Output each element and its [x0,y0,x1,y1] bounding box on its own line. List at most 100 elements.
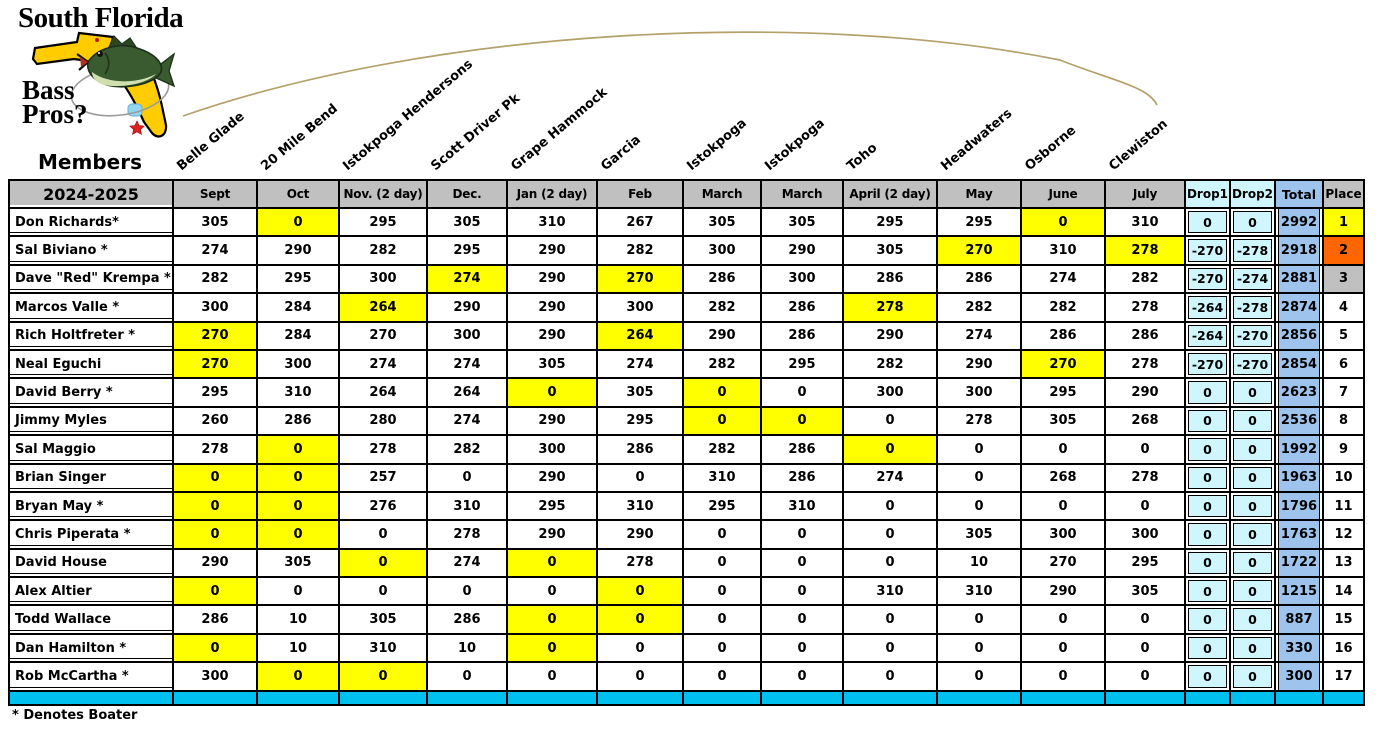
drop2-cell[interactable]: 0 [1231,578,1276,607]
score-cell[interactable]: 0 [598,464,684,493]
score-cell[interactable]: 286 [174,606,258,635]
score-cell[interactable]: 0 [762,379,844,408]
score-cell[interactable]: 0 [1106,436,1186,465]
score-cell[interactable]: 274 [1022,265,1106,295]
score-cell[interactable]: 0 [762,663,844,692]
score-cell[interactable]: 282 [938,294,1022,323]
place-cell[interactable]: 16 [1324,634,1365,664]
member-name-cell[interactable]: Dave "Red" Krempa * [10,265,174,295]
score-cell[interactable]: 0 [340,549,428,579]
score-cell[interactable]: 300 [1022,521,1106,550]
score-cell[interactable]: 274 [174,237,258,266]
member-name-cell[interactable]: Bryan May * [10,492,174,522]
score-cell[interactable]: 310 [844,578,938,607]
member-name-cell[interactable]: David Berry * [10,379,174,408]
header-cell-june-10[interactable]: June [1022,181,1106,209]
score-cell[interactable]: 0 [684,634,762,664]
score-cell[interactable]: 290 [174,549,258,579]
score-cell[interactable]: 310 [598,492,684,522]
score-cell[interactable]: 268 [1022,464,1106,493]
score-cell[interactable]: 0 [174,521,258,550]
place-cell[interactable]: 3 [1324,265,1365,295]
place-cell[interactable]: 5 [1324,322,1365,351]
score-cell[interactable]: 274 [428,549,508,579]
score-cell[interactable]: 282 [174,265,258,295]
header-cell-may-9[interactable]: May [938,181,1022,209]
score-cell[interactable]: 0 [938,436,1022,465]
member-name-cell[interactable]: Brian Singer [10,464,174,493]
score-cell[interactable]: 0 [340,578,428,607]
place-cell[interactable]: 6 [1324,350,1365,380]
drop2-cell[interactable]: 0 [1231,407,1276,437]
score-cell[interactable]: 290 [684,322,762,351]
drop1-cell[interactable]: 0 [1186,407,1231,437]
score-cell[interactable]: 0 [762,634,844,664]
score-cell[interactable]: 264 [340,379,428,408]
score-cell[interactable]: 305 [762,209,844,238]
score-cell[interactable]: 310 [258,379,340,408]
score-cell[interactable]: 310 [762,492,844,522]
drop1-cell[interactable]: -270 [1186,237,1231,266]
header-cell-drop2[interactable]: Drop2 [1231,181,1276,209]
header-cell-jan-2-day-4[interactable]: Jan (2 day) [508,181,598,209]
drop2-cell[interactable]: 0 [1231,492,1276,522]
score-cell[interactable]: 0 [598,606,684,635]
score-cell[interactable]: 282 [340,237,428,266]
score-cell[interactable]: 270 [340,322,428,351]
score-cell[interactable]: 0 [258,464,340,493]
score-cell[interactable]: 278 [1106,464,1186,493]
place-cell[interactable]: 2 [1324,237,1365,266]
score-cell[interactable]: 286 [428,606,508,635]
score-cell[interactable]: 295 [684,492,762,522]
score-cell[interactable]: 0 [174,578,258,607]
total-cell[interactable]: 2536 [1276,407,1324,437]
score-cell[interactable]: 0 [508,663,598,692]
score-cell[interactable]: 270 [174,322,258,351]
total-cell[interactable]: 1963 [1276,464,1324,493]
drop2-cell[interactable]: -270 [1231,322,1276,351]
score-cell[interactable]: 0 [1106,492,1186,522]
score-cell[interactable]: 0 [684,521,762,550]
score-cell[interactable]: 274 [428,407,508,437]
drop1-cell[interactable]: 0 [1186,521,1231,550]
score-cell[interactable]: 305 [684,209,762,238]
score-cell[interactable]: 0 [508,578,598,607]
score-cell[interactable]: 0 [1106,606,1186,635]
score-cell[interactable]: 10 [258,606,340,635]
member-name-cell[interactable]: Don Richards* [10,209,174,238]
header-cell-total[interactable]: Total [1276,181,1324,209]
score-cell[interactable]: 268 [1106,407,1186,437]
score-cell[interactable]: 0 [684,407,762,437]
score-cell[interactable]: 0 [1022,663,1106,692]
score-cell[interactable]: 0 [258,663,340,692]
drop1-cell[interactable]: 0 [1186,549,1231,579]
score-cell[interactable]: 280 [340,407,428,437]
score-cell[interactable]: 0 [844,521,938,550]
score-cell[interactable]: 0 [598,663,684,692]
score-cell[interactable]: 0 [844,634,938,664]
place-cell[interactable]: 4 [1324,294,1365,323]
score-cell[interactable]: 286 [598,436,684,465]
score-cell[interactable]: 0 [938,464,1022,493]
score-cell[interactable]: 0 [762,521,844,550]
total-cell[interactable]: 2918 [1276,237,1324,266]
drop1-cell[interactable]: -270 [1186,350,1231,380]
score-cell[interactable]: 274 [598,350,684,380]
score-cell[interactable]: 274 [844,464,938,493]
header-cell-place[interactable]: Place [1324,181,1365,209]
score-cell[interactable]: 290 [762,237,844,266]
total-cell[interactable]: 2881 [1276,265,1324,295]
header-cell-nov-2-day-2[interactable]: Nov. (2 day) [340,181,428,209]
total-cell[interactable]: 887 [1276,606,1324,635]
place-cell[interactable]: 15 [1324,606,1365,635]
score-cell[interactable]: 295 [1106,549,1186,579]
score-cell[interactable]: 278 [598,549,684,579]
score-cell[interactable]: 286 [844,265,938,295]
score-cell[interactable]: 0 [174,634,258,664]
place-cell[interactable]: 11 [1324,492,1365,522]
score-cell[interactable]: 282 [1022,294,1106,323]
score-cell[interactable]: 290 [844,322,938,351]
total-cell[interactable]: 300 [1276,663,1324,692]
total-cell[interactable]: 1215 [1276,578,1324,607]
score-cell[interactable]: 270 [1022,350,1106,380]
